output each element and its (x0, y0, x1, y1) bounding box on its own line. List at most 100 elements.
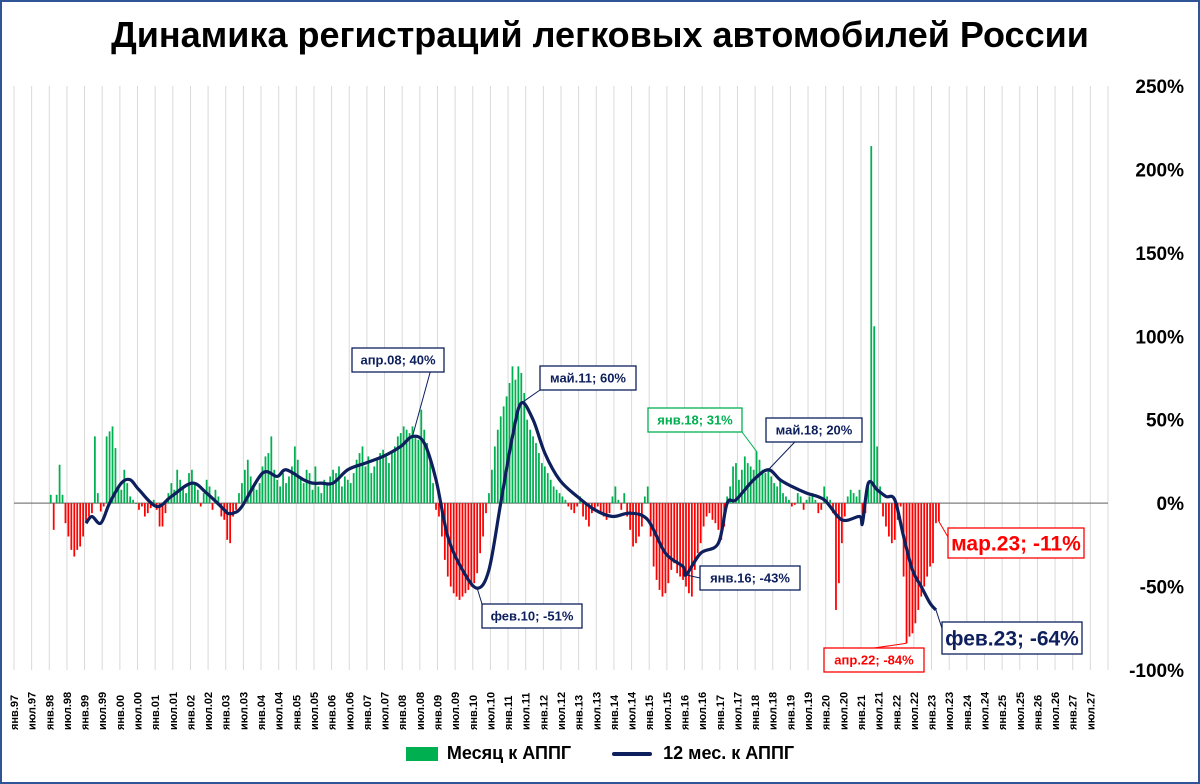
bar (767, 469, 770, 504)
bar (417, 439, 420, 504)
y-tick-label: 200% (1135, 160, 1184, 181)
x-tick-label: янв.09 (432, 695, 444, 730)
bar (173, 489, 176, 504)
bar (538, 453, 540, 504)
bar (432, 483, 434, 504)
bar (696, 503, 699, 554)
x-tick-label: янв.05 (291, 695, 303, 730)
bar (411, 426, 414, 504)
bar (241, 483, 243, 504)
bar (726, 496, 729, 504)
x-tick-label: янв.13 (574, 695, 586, 730)
bar (720, 503, 723, 540)
bar (908, 503, 911, 637)
bar (61, 494, 64, 504)
x-tick-label: янв.02 (185, 695, 197, 730)
bar (282, 473, 284, 504)
bar (420, 409, 423, 504)
bar (585, 503, 587, 520)
bar (705, 503, 708, 517)
bar (688, 503, 690, 594)
bar (817, 503, 820, 514)
bar (243, 469, 246, 504)
bar (485, 503, 487, 514)
bar (329, 476, 332, 504)
bar (358, 453, 361, 504)
bar (261, 466, 264, 504)
bar (111, 426, 114, 504)
bar (373, 466, 376, 504)
y-tick-label: 150% (1135, 244, 1184, 265)
bar (158, 503, 161, 527)
bar (676, 503, 679, 574)
x-tick-label: июл.27 (1085, 692, 1097, 730)
x-tick-label: янв.03 (221, 695, 233, 730)
annotation-leader (873, 642, 907, 649)
annotation-label: мар.23; -11% (951, 533, 1081, 556)
bar (808, 496, 811, 504)
bar (67, 503, 70, 537)
bar (149, 503, 152, 509)
bar (323, 479, 326, 504)
bar (470, 503, 473, 587)
x-tick-label: июл.01 (168, 692, 180, 730)
bar (332, 469, 334, 504)
bar (308, 473, 311, 504)
bar (802, 503, 805, 510)
bar (861, 503, 864, 520)
bar (49, 494, 52, 504)
bar (217, 496, 220, 504)
annotation-leader (938, 521, 949, 538)
bar (782, 493, 784, 504)
bar (617, 499, 620, 504)
bar (523, 393, 526, 504)
annotation-label: май.18; 20% (776, 423, 853, 438)
bar (402, 426, 405, 504)
bar (123, 469, 126, 504)
bar (108, 431, 111, 504)
bar (717, 503, 720, 530)
bar (899, 503, 902, 507)
bar (152, 499, 155, 504)
annotation-box (823, 647, 925, 673)
bar (164, 503, 167, 514)
x-tick-label: июл.97 (27, 692, 39, 730)
x-tick-label: июл.06 (344, 692, 356, 730)
bar (805, 499, 808, 504)
bar (93, 436, 96, 504)
bar (302, 483, 305, 504)
bar (338, 466, 340, 504)
bar (793, 503, 796, 505)
bar (246, 459, 249, 504)
bar (146, 503, 149, 514)
bar (238, 493, 240, 504)
bar (529, 429, 532, 504)
chart-title: Динамика регистраций легковых автомобиле… (111, 14, 1089, 55)
annotations: апр.08; 40% фев.10; -51% май.11; 60% янв.16… (351, 347, 1085, 673)
bar (732, 466, 734, 504)
annotation-leader (521, 389, 541, 404)
bar (843, 503, 846, 517)
bar (535, 443, 537, 504)
x-tick-label: янв.98 (44, 695, 56, 730)
bar (361, 446, 364, 504)
bar (773, 483, 776, 504)
bar (602, 503, 605, 517)
y-tick-label: -50% (1140, 578, 1184, 599)
bar (135, 503, 137, 504)
bar (693, 503, 696, 570)
x-tick-label: янв.14 (609, 694, 621, 730)
x-tick-label: июл.23 (944, 692, 956, 730)
bar (70, 503, 73, 550)
bar (79, 503, 82, 547)
bar (317, 486, 320, 504)
bar (438, 503, 440, 517)
annotation-label: апр.08; 40% (360, 353, 435, 368)
bar (346, 479, 349, 504)
x-tick-label: июл.16 (697, 692, 709, 730)
bar (476, 503, 479, 574)
y-tick-label: 250% (1135, 77, 1184, 98)
x-tick-label: янв.08 (397, 695, 409, 730)
bar (923, 503, 926, 587)
bar (552, 486, 555, 504)
